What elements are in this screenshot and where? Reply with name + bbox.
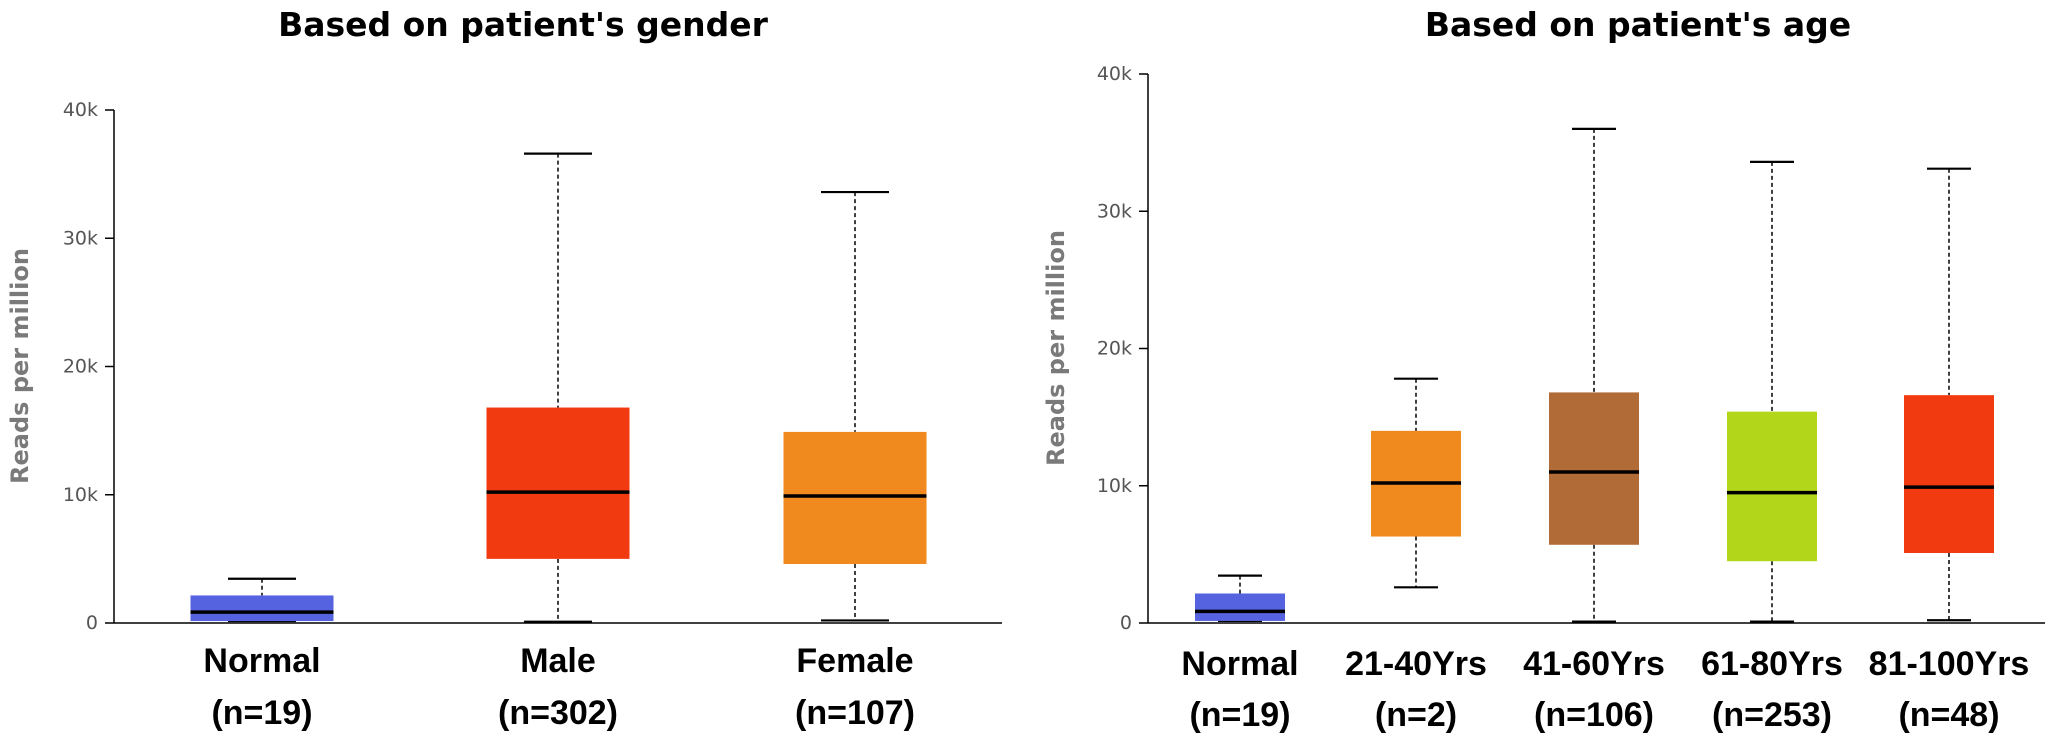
y-tick-label: 10k (63, 484, 98, 506)
box-male (486, 152, 630, 623)
y-tick-label: 40k (1097, 63, 1132, 85)
box-41-60yrs (1549, 127, 1639, 623)
category-count-label: (n=2) (1375, 696, 1457, 734)
category-label: 81-100Yrs (1869, 645, 2030, 683)
category-label: Female (796, 642, 913, 680)
chart-panel-1: Based on patient's gender Reads per milli… (6, 5, 1002, 732)
category-count-label: (n=302) (498, 694, 618, 732)
y-tick-label: 30k (1097, 200, 1132, 222)
iqr-box (1904, 395, 1994, 554)
y-tick-label: 40k (63, 99, 98, 121)
box-21-40yrs (1371, 377, 1461, 589)
iqr-box (486, 407, 630, 559)
category-label: Normal (1181, 645, 1298, 683)
category-count-label: (n=106) (1534, 696, 1654, 734)
category-count-label: (n=253) (1712, 696, 1832, 734)
box-normal (1195, 574, 1285, 623)
category-label: 61-80Yrs (1701, 645, 1843, 683)
iqr-box (783, 431, 927, 565)
category-label: 21-40Yrs (1345, 645, 1487, 683)
y-tick-label: 20k (1097, 338, 1132, 360)
iqr-box (190, 595, 334, 622)
y-axis-label: Reads per million (1042, 230, 1070, 466)
chart-panel-2: Based on patient's age Reads per million 0… (1042, 5, 2045, 734)
box-61-80yrs (1727, 160, 1817, 623)
category-label: Normal (203, 642, 320, 680)
category-label: 41-60Yrs (1523, 645, 1665, 683)
y-tick-label: 0 (1120, 612, 1132, 634)
box-81-100yrs (1904, 167, 1994, 622)
chart-title: Based on patient's age (1425, 5, 1851, 44)
category-count-label: (n=107) (795, 694, 915, 732)
y-tick-label: 10k (1097, 475, 1132, 497)
iqr-box (1727, 411, 1817, 562)
category-count-label: (n=19) (211, 694, 312, 732)
y-axis-label: Reads per million (6, 248, 34, 484)
box-female (783, 190, 927, 622)
y-tick-label: 20k (63, 356, 98, 378)
iqr-box (1195, 593, 1285, 621)
category-label: Male (520, 642, 596, 680)
y-tick-label: 0 (86, 612, 98, 634)
y-tick-label: 30k (63, 227, 98, 249)
iqr-box (1549, 392, 1639, 545)
chart-title: Based on patient's gender (278, 5, 769, 44)
category-count-label: (n=48) (1898, 696, 1999, 734)
category-count-label: (n=19) (1189, 696, 1290, 734)
box-normal (190, 577, 334, 623)
